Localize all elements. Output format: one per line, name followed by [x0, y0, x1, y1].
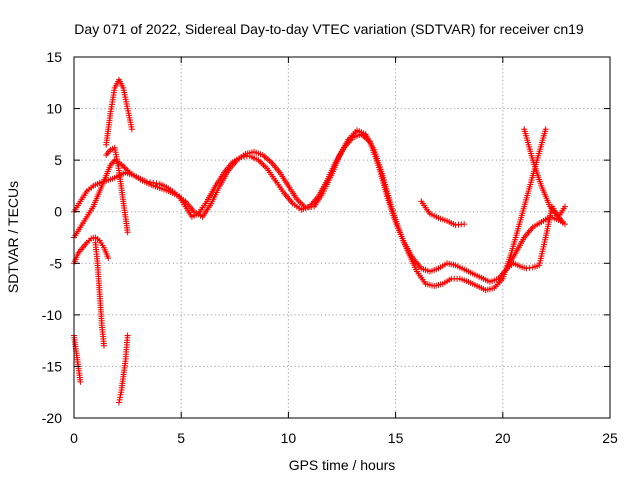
series-markers — [92, 239, 107, 349]
y-tick-label: 5 — [54, 152, 62, 168]
series-line — [73, 133, 566, 283]
y-tick-label: -5 — [50, 255, 63, 271]
series-markers — [418, 198, 468, 229]
y-axis-label: SDTVAR / TECUs — [5, 181, 21, 293]
x-tick-label: 10 — [281, 430, 297, 446]
x-tick-label: 25 — [602, 430, 618, 446]
x-axis-label: GPS time / hours — [289, 457, 396, 473]
series-arc-9 — [418, 198, 468, 229]
series-arc-5 — [71, 332, 84, 385]
axis-ticks — [73, 56, 611, 419]
tick-labels: 0 5 10 15 20 25 -20 -15 -10 -5 0 5 10 15 — [42, 49, 618, 446]
y-tick-label: -10 — [42, 307, 62, 323]
series-markers — [71, 332, 84, 385]
series-layer — [71, 76, 568, 406]
plot-frame — [73, 56, 611, 419]
x-tick-label: 20 — [495, 430, 511, 446]
series-arc-1 — [71, 131, 568, 285]
series-markers — [71, 234, 112, 267]
y-tick-label: -20 — [42, 410, 62, 426]
y-tick-label: -15 — [42, 358, 62, 374]
series-arc-11 — [521, 126, 568, 220]
series-markers — [71, 126, 549, 294]
x-tick-label: 5 — [177, 430, 185, 446]
grid — [74, 57, 610, 418]
x-tick-label: 0 — [70, 430, 78, 446]
y-tick-label: 10 — [46, 101, 62, 117]
series-arc-8 — [103, 144, 131, 236]
series-markers — [103, 76, 135, 148]
x-tick-label: 15 — [388, 430, 404, 446]
y-tick-label: 0 — [54, 204, 62, 220]
series-arc-3 — [103, 76, 135, 148]
series-markers — [116, 332, 131, 406]
series-arc-7 — [116, 332, 131, 406]
series-markers — [71, 131, 568, 285]
series-markers — [521, 126, 568, 220]
series-arc-2 — [71, 126, 549, 294]
y-tick-label: 15 — [46, 49, 62, 65]
chart-title: Day 071 of 2022, Sidereal Day-to-day VTE… — [74, 21, 584, 37]
series-arc-4 — [71, 234, 112, 267]
series-arc-6 — [92, 239, 107, 349]
series-line — [73, 128, 547, 291]
series-markers — [103, 144, 131, 236]
